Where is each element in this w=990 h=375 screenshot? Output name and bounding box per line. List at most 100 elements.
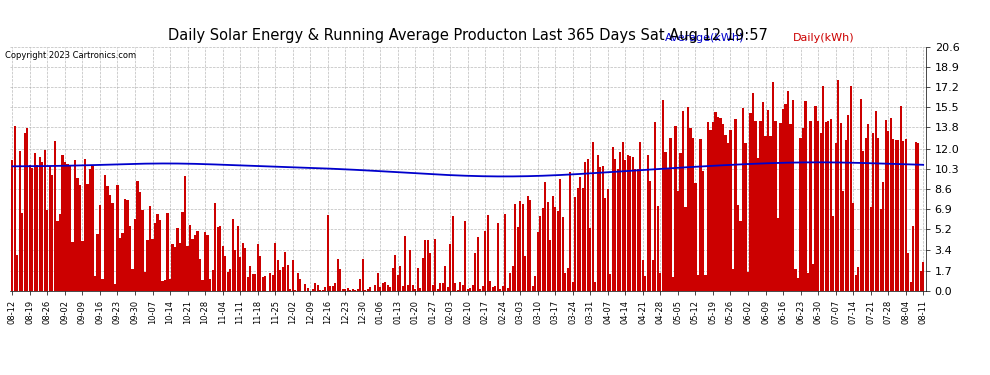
Bar bbox=[369, 288, 371, 291]
Bar bbox=[86, 184, 88, 291]
Bar bbox=[74, 160, 76, 291]
Bar bbox=[254, 274, 256, 291]
Bar bbox=[644, 276, 646, 291]
Bar bbox=[239, 257, 242, 291]
Bar bbox=[740, 220, 742, 291]
Bar bbox=[549, 240, 551, 291]
Bar bbox=[579, 177, 581, 291]
Bar bbox=[61, 155, 63, 291]
Bar bbox=[276, 260, 278, 291]
Bar bbox=[784, 104, 787, 291]
Bar bbox=[659, 273, 661, 291]
Bar bbox=[174, 248, 176, 291]
Bar bbox=[214, 203, 216, 291]
Bar bbox=[882, 182, 884, 291]
Bar bbox=[642, 260, 644, 291]
Bar bbox=[592, 142, 594, 291]
Bar bbox=[607, 189, 609, 291]
Bar bbox=[274, 243, 276, 291]
Bar bbox=[294, 290, 296, 291]
Bar bbox=[527, 196, 529, 291]
Bar bbox=[597, 155, 599, 291]
Bar bbox=[169, 279, 171, 291]
Bar bbox=[127, 200, 129, 291]
Bar bbox=[319, 290, 321, 291]
Text: Average(kWh): Average(kWh) bbox=[664, 33, 744, 44]
Bar bbox=[577, 188, 579, 291]
Bar bbox=[148, 206, 151, 291]
Bar bbox=[84, 159, 86, 291]
Bar bbox=[646, 155, 649, 291]
Bar bbox=[479, 289, 481, 291]
Bar bbox=[264, 276, 266, 291]
Bar bbox=[492, 287, 494, 291]
Bar bbox=[217, 227, 219, 291]
Bar bbox=[544, 182, 546, 291]
Bar bbox=[284, 252, 286, 291]
Bar bbox=[897, 140, 899, 291]
Bar bbox=[299, 279, 301, 291]
Bar bbox=[630, 156, 632, 291]
Bar bbox=[637, 169, 639, 291]
Bar bbox=[849, 86, 851, 291]
Bar bbox=[887, 131, 889, 291]
Bar bbox=[554, 207, 556, 291]
Bar bbox=[762, 102, 764, 291]
Bar bbox=[627, 155, 629, 291]
Bar bbox=[800, 138, 802, 291]
Bar bbox=[699, 139, 702, 291]
Bar bbox=[346, 288, 348, 291]
Bar bbox=[564, 273, 566, 291]
Bar bbox=[430, 254, 432, 291]
Bar bbox=[594, 282, 596, 291]
Bar bbox=[142, 210, 144, 291]
Bar bbox=[815, 105, 817, 291]
Bar bbox=[519, 201, 522, 291]
Bar bbox=[477, 237, 479, 291]
Bar bbox=[166, 213, 168, 291]
Bar bbox=[599, 167, 602, 291]
Bar bbox=[56, 221, 58, 291]
Bar bbox=[917, 143, 919, 291]
Bar bbox=[617, 169, 619, 291]
Bar bbox=[730, 130, 732, 291]
Bar bbox=[37, 165, 39, 291]
Bar bbox=[892, 139, 894, 291]
Bar bbox=[440, 283, 442, 291]
Bar bbox=[742, 108, 744, 291]
Bar bbox=[609, 274, 612, 291]
Bar bbox=[466, 290, 469, 291]
Bar bbox=[817, 122, 819, 291]
Bar bbox=[286, 265, 289, 291]
Bar bbox=[117, 185, 119, 291]
Bar bbox=[662, 100, 664, 291]
Bar bbox=[17, 255, 19, 291]
Bar bbox=[494, 286, 496, 291]
Bar bbox=[53, 141, 56, 291]
Bar bbox=[825, 122, 827, 291]
Bar bbox=[424, 240, 427, 291]
Bar bbox=[114, 284, 116, 291]
Bar bbox=[774, 122, 776, 291]
Bar bbox=[435, 239, 437, 291]
Bar bbox=[412, 285, 414, 291]
Bar bbox=[381, 283, 384, 291]
Bar bbox=[669, 138, 671, 291]
Bar bbox=[812, 264, 814, 291]
Text: Daily(kWh): Daily(kWh) bbox=[793, 33, 854, 44]
Bar bbox=[684, 207, 686, 291]
Bar bbox=[735, 119, 737, 291]
Bar bbox=[697, 275, 699, 291]
Bar bbox=[269, 273, 271, 291]
Bar bbox=[807, 273, 809, 291]
Bar bbox=[615, 159, 617, 291]
Bar bbox=[354, 290, 356, 291]
Bar bbox=[244, 248, 247, 291]
Bar bbox=[207, 236, 209, 291]
Bar bbox=[820, 133, 822, 291]
Bar bbox=[445, 266, 446, 291]
Bar bbox=[42, 162, 44, 291]
Bar bbox=[872, 133, 874, 291]
Bar bbox=[720, 118, 722, 291]
Bar bbox=[427, 240, 429, 291]
